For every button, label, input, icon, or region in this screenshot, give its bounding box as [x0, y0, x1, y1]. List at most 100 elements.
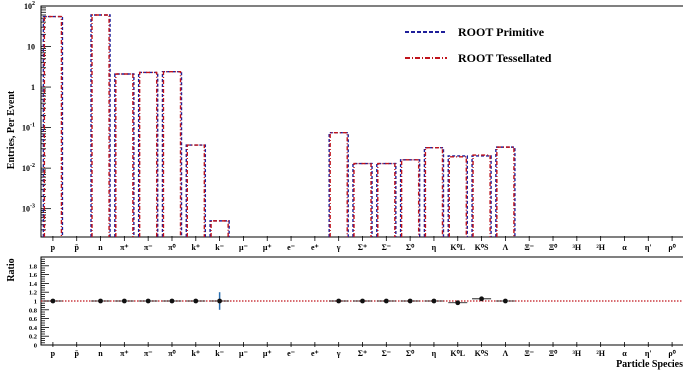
bar-0-3 — [114, 73, 135, 237]
bar-1-3 — [115, 73, 134, 237]
top-y-tick-label: 10-2 — [22, 163, 35, 173]
ratio-point-0 — [50, 298, 56, 304]
top-bars — [42, 14, 516, 237]
ratio-point-5 — [193, 298, 199, 304]
ratio-y-tick-label: 0 — [34, 343, 37, 350]
x-tick-label: ³H — [573, 243, 582, 252]
x-tick-label: p — [51, 349, 56, 358]
x-tick-label: e⁺ — [311, 243, 319, 252]
x-tick-label: k⁺ — [191, 349, 200, 358]
top-y-tick-label: 10 — [27, 43, 35, 52]
x-tick-label: η' — [645, 349, 652, 358]
bar-0-12 — [328, 131, 349, 237]
ratio-panel: 0 0.2 0.4 0.6 0.81 1.2 1.4 1.6 1.8 Ratio Particl… — [6, 256, 683, 370]
top-y-tick-label: 10-3 — [22, 204, 35, 214]
ratio-y-tick-label: 0.8 — [29, 307, 38, 314]
x-tick-label: k⁻ — [215, 243, 224, 252]
ratio-y-ticks: 0 0.2 0.4 0.6 0.81 1.2 1.4 1.6 1.8 — [29, 256, 49, 350]
ratio-points — [43, 292, 515, 310]
x-tick-label: Σ⁺ — [358, 349, 367, 358]
x-tick-label: α — [622, 243, 627, 252]
x-tick-label: Ξ⁻ — [524, 243, 534, 252]
x-tick-label: μ⁺ — [263, 243, 272, 252]
ratio-y-tick-label: 0.6 — [29, 316, 38, 323]
x-tick-label: Ξ⁰ — [549, 243, 558, 252]
ratio-point-9 — [383, 298, 389, 304]
ratio-point-11 — [431, 298, 437, 304]
x-tick-label: π⁺ — [120, 349, 129, 358]
ratio-point-12 — [455, 300, 461, 306]
bar-0-5 — [161, 70, 183, 237]
x-tick-label: ρ⁰ — [668, 243, 676, 252]
legend-label-0: ROOT Primitive — [458, 25, 545, 39]
x-tick-label: Σ⁺ — [358, 243, 367, 252]
x-tick-label: e⁻ — [287, 243, 295, 252]
legend: ROOT Primitive ROOT Tessellated — [405, 25, 552, 65]
x-tick-label: e⁺ — [311, 349, 319, 358]
x-tick-label: π⁺ — [120, 243, 129, 252]
x-tick-label: k⁻ — [215, 349, 224, 358]
x-tick-label: ³H — [573, 349, 582, 358]
ratio-point-14 — [502, 298, 508, 304]
bar-1-0 — [43, 15, 63, 237]
ratio-point-10 — [407, 298, 413, 304]
bar-0-16 — [423, 146, 445, 237]
x-tick-label: π⁰ — [168, 349, 176, 358]
bar-1-7 — [210, 220, 229, 237]
x-tick-label: Σ⁻ — [382, 349, 391, 358]
ratio-y-tick-label: 1.6 — [29, 272, 38, 279]
bar-1-19 — [496, 146, 515, 237]
bar-0-18 — [471, 155, 492, 237]
top-y-ticks: 10-3 10-2 10-1 1 10 102 — [22, 1, 51, 238]
bar-1-14 — [377, 162, 396, 237]
bar-1-17 — [448, 156, 467, 237]
x-tick-label: μ⁻ — [239, 243, 248, 252]
x-tick-label: K⁰L — [450, 243, 465, 252]
x-tick-label: e⁻ — [287, 349, 295, 358]
legend-label-1: ROOT Tessellated — [458, 51, 552, 65]
x-tick-label: μ⁺ — [263, 349, 272, 358]
ratio-point-13 — [479, 296, 484, 302]
bar-1-15 — [400, 159, 420, 237]
x-tick-label: Σ⁰ — [406, 243, 415, 252]
bar-0-14 — [376, 162, 397, 237]
ratio-y-tick-label: 1.4 — [29, 281, 38, 288]
ratio-y-tick-label: 1 — [34, 299, 37, 306]
ratio-point-8 — [360, 298, 365, 304]
x-axis-label: Particle Species — [616, 359, 683, 370]
bar-0-15 — [399, 159, 421, 237]
ratio-point-1 — [98, 298, 103, 304]
ratio-point-6 — [217, 298, 223, 304]
top-y-tick-label: 102 — [24, 1, 35, 11]
bar-1-2 — [91, 14, 110, 237]
x-tick-label: π⁻ — [144, 349, 153, 358]
bar-0-13 — [352, 162, 373, 237]
x-tick-label: π⁰ — [168, 243, 176, 252]
x-tick-label: K⁰S — [475, 349, 489, 358]
bar-1-6 — [186, 144, 206, 237]
x-tick-label: Λ — [503, 349, 509, 358]
x-tick-label: ²H — [596, 349, 605, 358]
bar-1-18 — [472, 154, 491, 237]
top-y-tick-label: 10-1 — [22, 123, 35, 133]
x-tick-label: π⁻ — [144, 243, 153, 252]
x-tick-label: K⁰L — [450, 349, 465, 358]
x-tick-label: γ — [336, 349, 341, 358]
ratio-y-tick-label: 1.8 — [29, 263, 38, 270]
bar-0-7 — [209, 220, 230, 237]
x-tick-label: η — [432, 243, 437, 252]
ratio-y-tick-label: 0.4 — [29, 325, 38, 332]
bar-1-5 — [162, 70, 182, 237]
ratio-y-axis-label: Ratio — [6, 258, 17, 281]
ratio-point-2 — [121, 298, 127, 304]
bar-1-12 — [329, 131, 348, 237]
ratio-point-7 — [336, 298, 342, 304]
x-tick-label: Λ — [503, 243, 509, 252]
bar-0-0 — [42, 15, 64, 237]
x-tick-label: p̄ — [74, 349, 79, 358]
ratio-point-4 — [169, 298, 175, 304]
top-y-tick-label: 1 — [31, 83, 35, 92]
ratio-x-tick-labels: p p̄ n π⁺ π⁻ π⁰ k⁺ k⁻ μ⁻ μ⁺ e⁻ e⁺ γ Σ⁺ Σ⁻ Σ⁰ η K⁰L K⁰S Λ Ξ⁻ Ξ… — [51, 342, 677, 358]
x-tick-label: p̄ — [74, 243, 79, 252]
